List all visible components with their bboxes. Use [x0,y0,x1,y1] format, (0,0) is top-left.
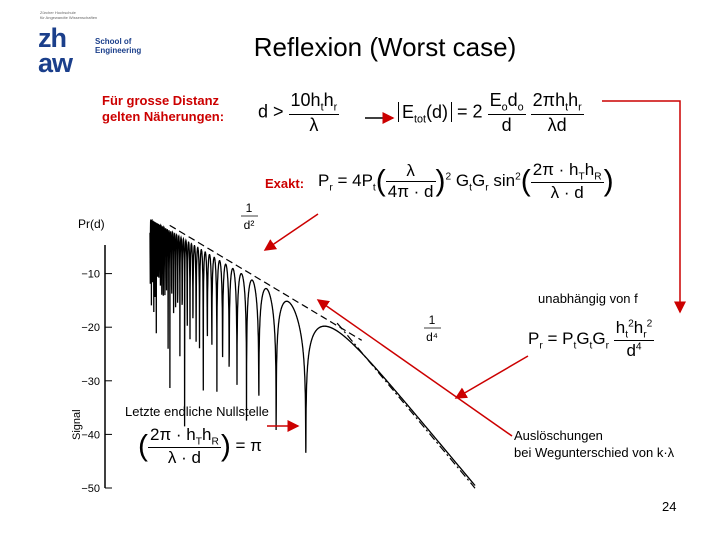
y-axis-label: Signal [71,409,83,440]
approx-label-line-2: gelten Näherungen: [102,109,225,124]
y-tick-label: −20 [81,322,100,334]
y-tick-label: −40 [81,429,100,441]
d2-label: 1 d² [241,201,258,232]
ausloeschungen-arrow [316,299,513,437]
svg-text:d²: d² [244,218,255,232]
approx-label: Für grosse Distanz gelten Näherungen: [102,93,224,125]
d2-asymptote-line [169,224,363,341]
ausloeschungen-line-2: bei Wegunterschied von k·λ [514,445,675,460]
signal-curve [149,218,476,486]
logo-tiny-line-2: für Angewandte Wissenschaften [40,15,98,20]
unabhaengig-label: unabhängig von f [538,291,638,306]
independence-connector [602,100,686,314]
slide-title: Reflexion (Worst case) [253,32,517,62]
d4-arrow [454,355,529,399]
y-axis-title: Pr(d) [78,217,105,231]
letzte-nullstelle-label: Letzte endliche Nullstelle [125,404,269,419]
ausloeschungen-label: Auslöschungen bei Wegunterschied von k·λ [514,427,674,461]
svg-text:d⁴: d⁴ [426,330,438,344]
exact-label: Exakt: [265,176,305,191]
logo-university-name: Zürcher Hochschule für Angewandte Wissen… [40,10,150,20]
last-null-formula: (2π · hThR λ · d) = π [138,425,262,468]
y-tick-label: −50 [81,483,100,495]
logo-mark-line-2: aw [38,48,73,78]
ausloeschungen-line-1: Auslöschungen [514,428,603,443]
d4-label: 1 d⁴ [424,313,441,344]
approx-label-line-1: Für grosse Distanz [102,93,220,108]
y-tick-label: −30 [81,376,100,388]
y-tick-label: −10 [81,269,100,281]
svg-text:1: 1 [429,313,436,327]
svg-text:1: 1 [246,201,253,215]
logo-school: School of Engineering [95,37,155,55]
d4-asymptote-line [336,322,476,489]
field-strength-formula: Etot(d) = 2 Eodo d 2πhthr λd [398,90,584,136]
logo-school-line-2: Engineering [95,46,142,55]
exact-formula: Pr = 4Pt(λ 4π · d)2 GtGr sin2(2π · hThR λ … [318,160,614,203]
logo-mark-line-1: zh [38,23,67,53]
d4-law-formula: Pr = PtGtGr ht2hr2 d4 [528,318,655,361]
logo-tiny-line-1: Zürcher Hochschule [40,10,76,15]
y-ticks: −10 −20 −30 −40 −50 [81,269,112,495]
approx-distance-formula: d > 10hthr λ [258,90,340,135]
logo-school-line-1: School of [95,37,132,46]
exact-arrow [263,213,319,251]
zhaw-logo: zh aw [38,23,73,78]
page-number: 24 [662,499,677,514]
